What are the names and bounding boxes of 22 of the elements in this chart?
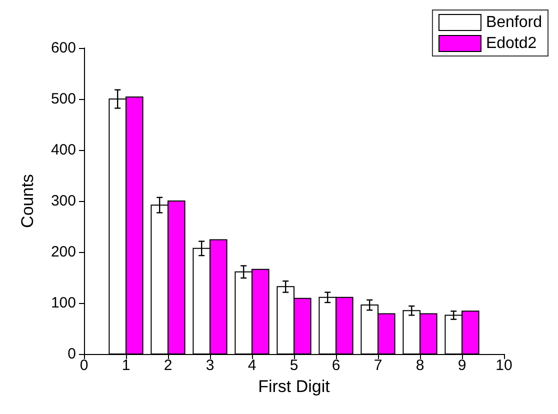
y-tick-label: 100 bbox=[50, 294, 76, 312]
y-tick-label: 200 bbox=[50, 244, 76, 260]
x-tick-label: 4 bbox=[248, 357, 256, 374]
x-tick-label: 3 bbox=[206, 357, 214, 374]
x-tick-label: 5 bbox=[290, 357, 298, 374]
x-tick-label: 7 bbox=[374, 357, 382, 374]
x-tick-label: 2 bbox=[164, 357, 172, 374]
x-tick-label: 0 bbox=[80, 357, 88, 374]
y-tick-label: 400 bbox=[50, 142, 76, 158]
y-tick-label: 300 bbox=[50, 192, 76, 210]
legend-label: Benford bbox=[486, 14, 542, 31]
y-tick-label: 0 bbox=[68, 346, 76, 362]
y-axis-title: Counts bbox=[18, 174, 37, 228]
x-tick-label: 10 bbox=[496, 357, 512, 374]
x-tick-label: 6 bbox=[332, 357, 340, 374]
x-tick-label: 1 bbox=[122, 357, 130, 374]
x-tick-label: 9 bbox=[458, 357, 466, 374]
y-tick-label: 600 bbox=[50, 40, 76, 56]
x-tick-label: 8 bbox=[416, 357, 424, 374]
y-tick-label: 500 bbox=[50, 90, 76, 108]
legend-label: Edotd2 bbox=[486, 35, 537, 52]
x-axis-title: First Digit bbox=[258, 376, 330, 396]
